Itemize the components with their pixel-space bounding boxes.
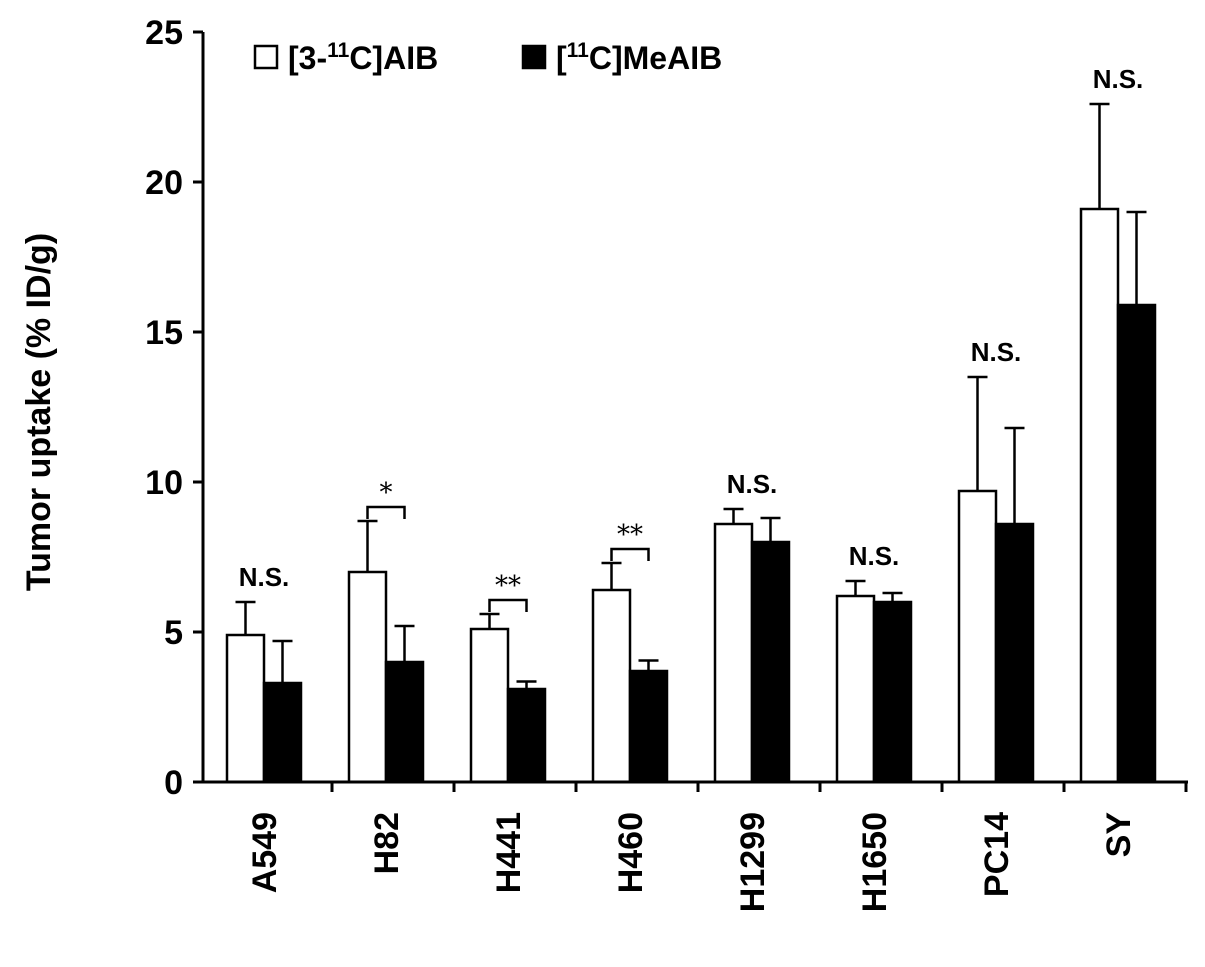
bar-meaib-H441: [506, 687, 547, 784]
legend: [3-11C]AIB [11C]MeAIB: [253, 39, 722, 76]
significance-label-PC14: N.S.: [971, 337, 1022, 367]
significance-label-H460: **: [617, 520, 643, 550]
bar-aib-A549: [225, 633, 266, 784]
significance-label-A549: N.S.: [239, 562, 290, 592]
significance-bracket-H82: [366, 505, 406, 519]
y-tick-label: 5: [164, 614, 183, 652]
x-tick-label-SY: SY: [1100, 812, 1138, 858]
y-tick-label: 25: [145, 14, 183, 52]
bar-aib-PC14: [957, 489, 998, 784]
x-tick-label-H441: H441: [490, 812, 528, 893]
x-tick-label-A549: A549: [246, 812, 284, 893]
legend-swatch-meaib: [521, 44, 547, 70]
plot-area: N.S.*****N.S.N.S.N.S.N.S.: [225, 64, 1157, 784]
significance-label-H1299: N.S.: [727, 469, 778, 499]
x-tick-label-H1299: H1299: [734, 812, 772, 912]
bar-meaib-SY: [1116, 303, 1157, 784]
significance-bracket-H441: [488, 598, 528, 612]
bar-meaib-H460: [628, 669, 669, 784]
axes: 0 5 10 15 20 25 Tumor uptake (% ID/g) A549 H82 H4…: [20, 14, 1188, 912]
legend-label-aib: [3-11C]AIB: [288, 39, 438, 76]
x-tick-label-H460: H460: [612, 812, 650, 893]
significance-label-H441: **: [495, 571, 521, 601]
bar-meaib-H82: [384, 660, 425, 784]
legend-swatch-aib: [253, 44, 279, 70]
legend-label-meaib: [11C]MeAIB: [556, 39, 722, 76]
bar-meaib-A549: [262, 681, 303, 784]
significance-label-SY: N.S.: [1093, 64, 1144, 94]
bar-aib-H1299: [713, 522, 754, 784]
y-tick-label: 0: [164, 764, 183, 802]
bar-meaib-H1650: [872, 600, 913, 784]
y-tick-label: 15: [145, 314, 183, 352]
y-tick-label: 10: [145, 464, 183, 502]
significance-bracket-H460: [610, 547, 650, 561]
bar-meaib-H1299: [750, 540, 791, 784]
y-axis-label: Tumor uptake (% ID/g): [20, 233, 58, 591]
bar-aib-SY: [1079, 207, 1120, 784]
bar-aib-H82: [347, 570, 388, 784]
significance-label-H82: *: [380, 478, 393, 508]
bar-meaib-PC14: [994, 522, 1035, 784]
bar-aib-H460: [591, 588, 632, 784]
x-tick-label-PC14: PC14: [978, 812, 1016, 897]
x-tick-label-H82: H82: [368, 812, 406, 874]
bar-aib-H441: [469, 627, 510, 784]
significance-label-H1650: N.S.: [849, 541, 900, 571]
y-tick-label: 20: [145, 164, 183, 202]
x-tick-label-H1650: H1650: [856, 812, 894, 912]
bar-aib-H1650: [835, 594, 876, 784]
